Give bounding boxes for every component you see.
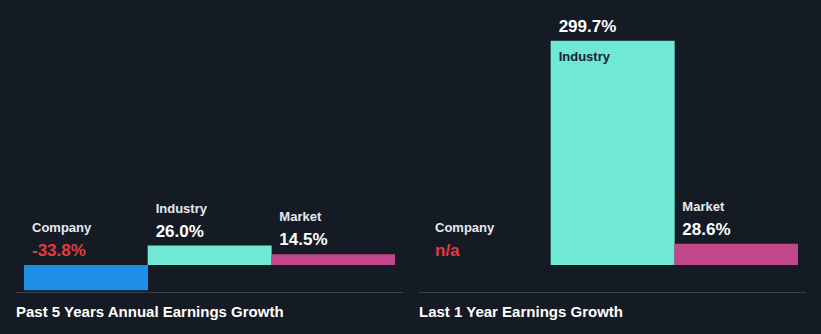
svg-text:-33.8%: -33.8% [32,241,86,260]
html-text:Past 5 Years Annual Earnings G: Past 5 Years Annual Earnings Growth [16,303,284,320]
svg-text:Industry: Industry [156,201,208,216]
svg-text:28.6%: 28.6% [682,220,730,239]
svg-text:Industry: Industry [559,49,611,64]
svg-text:Company: Company [435,220,495,235]
svg-text:n/a: n/a [435,241,460,260]
svg-text:Market: Market [279,209,322,224]
svg-text:Company: Company [32,220,92,235]
svg-text:26.0%: 26.0% [156,222,204,241]
svg-text:299.7%: 299.7% [559,17,617,36]
svg-text:Market: Market [682,199,725,214]
html-text:Last 1 Year Earnings Growth: Last 1 Year Earnings Growth [419,303,623,320]
svg-text:14.5%: 14.5% [279,230,327,249]
